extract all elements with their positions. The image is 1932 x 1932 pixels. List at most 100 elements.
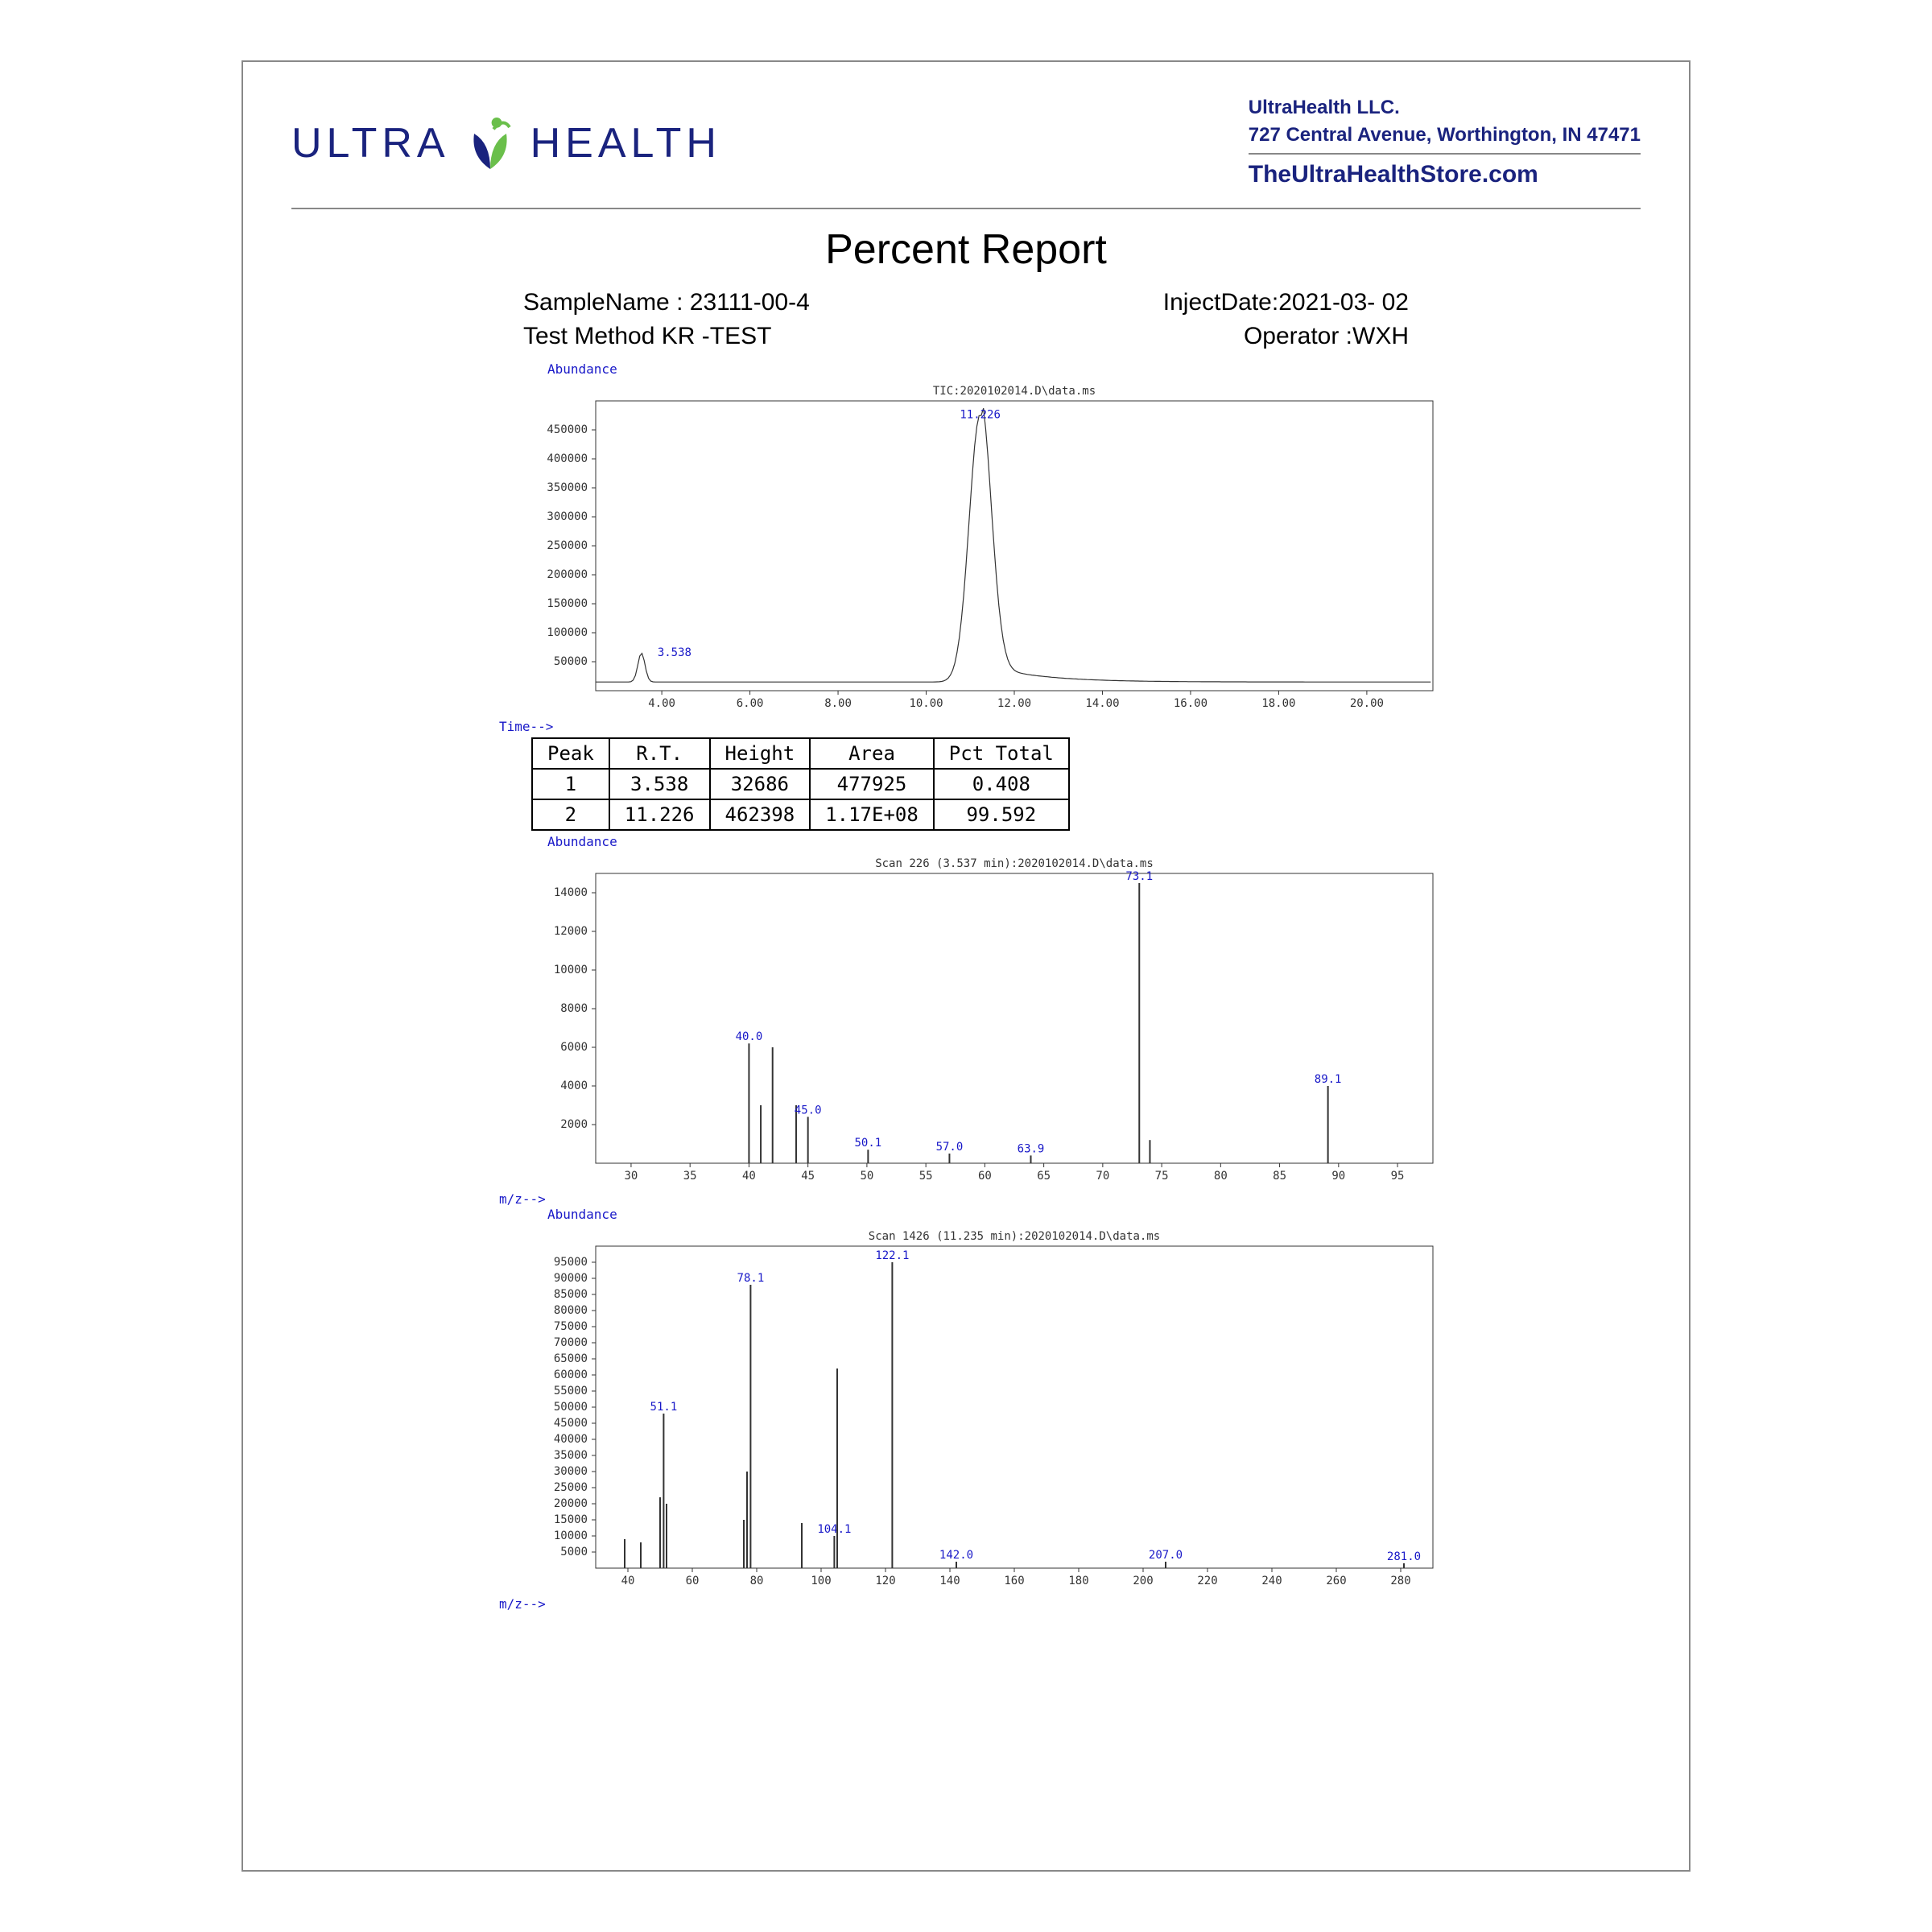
operator-label: Operator : xyxy=(1244,323,1352,349)
svg-text:25000: 25000 xyxy=(554,1481,588,1494)
svg-text:50.1: 50.1 xyxy=(855,1137,882,1150)
svg-text:60: 60 xyxy=(978,1170,992,1183)
table-header: Pct Total xyxy=(934,738,1069,769)
svg-text:10.00: 10.00 xyxy=(909,697,943,710)
table-cell: 2 xyxy=(532,799,609,830)
table-cell: 11.226 xyxy=(609,799,710,830)
svg-text:8000: 8000 xyxy=(560,1002,588,1015)
meta-row-1: SampleName : 23111-00-4 InjectDate:2021-… xyxy=(523,286,1409,320)
svg-text:140: 140 xyxy=(939,1575,960,1587)
svg-text:200: 200 xyxy=(1133,1575,1153,1587)
brand-left: ULTRA xyxy=(291,119,450,167)
abundance-label-1: Abundance xyxy=(547,361,1449,377)
svg-text:250000: 250000 xyxy=(547,539,588,552)
svg-text:80: 80 xyxy=(750,1575,764,1587)
svg-text:11.226: 11.226 xyxy=(960,409,1001,422)
brand-right: HEALTH xyxy=(530,119,721,167)
table-cell: 0.408 xyxy=(934,769,1069,799)
svg-text:12000: 12000 xyxy=(554,925,588,938)
svg-text:122.1: 122.1 xyxy=(875,1249,909,1262)
svg-text:40: 40 xyxy=(621,1575,635,1587)
svg-text:40.0: 40.0 xyxy=(736,1030,763,1043)
svg-text:95000: 95000 xyxy=(554,1256,588,1269)
svg-text:280: 280 xyxy=(1390,1575,1410,1587)
svg-text:12.00: 12.00 xyxy=(997,697,1031,710)
sample-value: 23111-00-4 xyxy=(690,289,810,316)
report-title: Percent Report xyxy=(291,225,1641,274)
svg-text:50: 50 xyxy=(860,1170,873,1183)
method-value: KR -TEST xyxy=(662,323,772,349)
svg-text:70000: 70000 xyxy=(554,1336,588,1349)
svg-text:180: 180 xyxy=(1068,1575,1088,1587)
svg-text:78.1: 78.1 xyxy=(737,1272,765,1285)
svg-text:4.00: 4.00 xyxy=(648,697,675,710)
mass-spectrum-2: 5000100001500020000250003000035000400004… xyxy=(483,1222,1449,1592)
svg-text:73.1: 73.1 xyxy=(1125,870,1153,883)
svg-text:45: 45 xyxy=(801,1170,815,1183)
report-page: ULTRA HEALTH UltraHealth LLC. 727 Centra… xyxy=(242,60,1690,1872)
store-url: TheUltraHealthStore.com xyxy=(1249,153,1641,192)
company-address: 727 Central Avenue, Worthington, IN 4747… xyxy=(1249,122,1641,149)
peak-table: PeakR.T.HeightAreaPct Total13.5383268647… xyxy=(531,737,1070,831)
svg-text:260: 260 xyxy=(1326,1575,1346,1587)
svg-text:90000: 90000 xyxy=(554,1272,588,1285)
abundance-label-2: Abundance xyxy=(547,834,1449,849)
svg-text:Scan 226 (3.537 min):202010201: Scan 226 (3.537 min):2020102014.D\data.m… xyxy=(875,857,1154,870)
svg-text:15000: 15000 xyxy=(554,1513,588,1526)
time-label: Time--> xyxy=(499,719,1449,734)
svg-text:75000: 75000 xyxy=(554,1320,588,1333)
svg-text:5000: 5000 xyxy=(560,1546,588,1558)
table-header: Height xyxy=(710,738,811,769)
table-cell: 1 xyxy=(532,769,609,799)
table-header: R.T. xyxy=(609,738,710,769)
table-cell: 3.538 xyxy=(609,769,710,799)
svg-text:281.0: 281.0 xyxy=(1387,1550,1421,1563)
svg-text:45000: 45000 xyxy=(554,1417,588,1430)
svg-text:85: 85 xyxy=(1273,1170,1286,1183)
svg-text:240: 240 xyxy=(1261,1575,1282,1587)
svg-text:14.00: 14.00 xyxy=(1085,697,1119,710)
svg-text:10000: 10000 xyxy=(554,1530,588,1542)
table-header: Peak xyxy=(532,738,609,769)
svg-text:150000: 150000 xyxy=(547,597,588,610)
company-info: UltraHealth LLC. 727 Central Avenue, Wor… xyxy=(1249,94,1641,192)
svg-text:16.00: 16.00 xyxy=(1174,697,1208,710)
table-cell: 1.17E+08 xyxy=(810,799,934,830)
svg-text:63.9: 63.9 xyxy=(1018,1143,1045,1156)
logo: ULTRA HEALTH xyxy=(291,111,721,175)
svg-text:45.0: 45.0 xyxy=(795,1104,822,1117)
svg-text:55000: 55000 xyxy=(554,1385,588,1397)
svg-text:55: 55 xyxy=(919,1170,933,1183)
table-cell: 99.592 xyxy=(934,799,1069,830)
svg-text:90: 90 xyxy=(1331,1170,1345,1183)
svg-text:10000: 10000 xyxy=(554,964,588,976)
svg-text:40000: 40000 xyxy=(554,1433,588,1446)
svg-text:20000: 20000 xyxy=(554,1497,588,1510)
table-cell: 32686 xyxy=(710,769,811,799)
svg-text:35: 35 xyxy=(683,1170,697,1183)
svg-text:40: 40 xyxy=(742,1170,756,1183)
svg-text:50000: 50000 xyxy=(554,1401,588,1414)
svg-text:6000: 6000 xyxy=(560,1041,588,1054)
svg-text:60: 60 xyxy=(686,1575,700,1587)
operator-value: WXH xyxy=(1352,323,1409,349)
svg-text:65: 65 xyxy=(1037,1170,1051,1183)
svg-text:350000: 350000 xyxy=(547,481,588,494)
sample-label: SampleName : xyxy=(523,289,683,316)
svg-text:20.00: 20.00 xyxy=(1350,697,1384,710)
svg-text:30000: 30000 xyxy=(554,1465,588,1478)
svg-text:450000: 450000 xyxy=(547,423,588,436)
svg-text:89.1: 89.1 xyxy=(1315,1073,1342,1086)
method-label: Test Method xyxy=(523,323,654,349)
svg-text:207.0: 207.0 xyxy=(1149,1549,1183,1562)
charts-area: Abundance 500001000001500002000002500003… xyxy=(483,361,1449,1612)
svg-text:8.00: 8.00 xyxy=(824,697,852,710)
table-header: Area xyxy=(810,738,934,769)
svg-text:120: 120 xyxy=(875,1575,895,1587)
svg-text:50000: 50000 xyxy=(554,655,588,668)
svg-text:2000: 2000 xyxy=(560,1118,588,1131)
svg-text:14000: 14000 xyxy=(554,886,588,899)
svg-text:65000: 65000 xyxy=(554,1352,588,1365)
mass-spectrum-1: 2000400060008000100001200014000303540455… xyxy=(483,849,1449,1187)
svg-text:TIC:2020102014.D\data.ms: TIC:2020102014.D\data.ms xyxy=(933,385,1096,398)
